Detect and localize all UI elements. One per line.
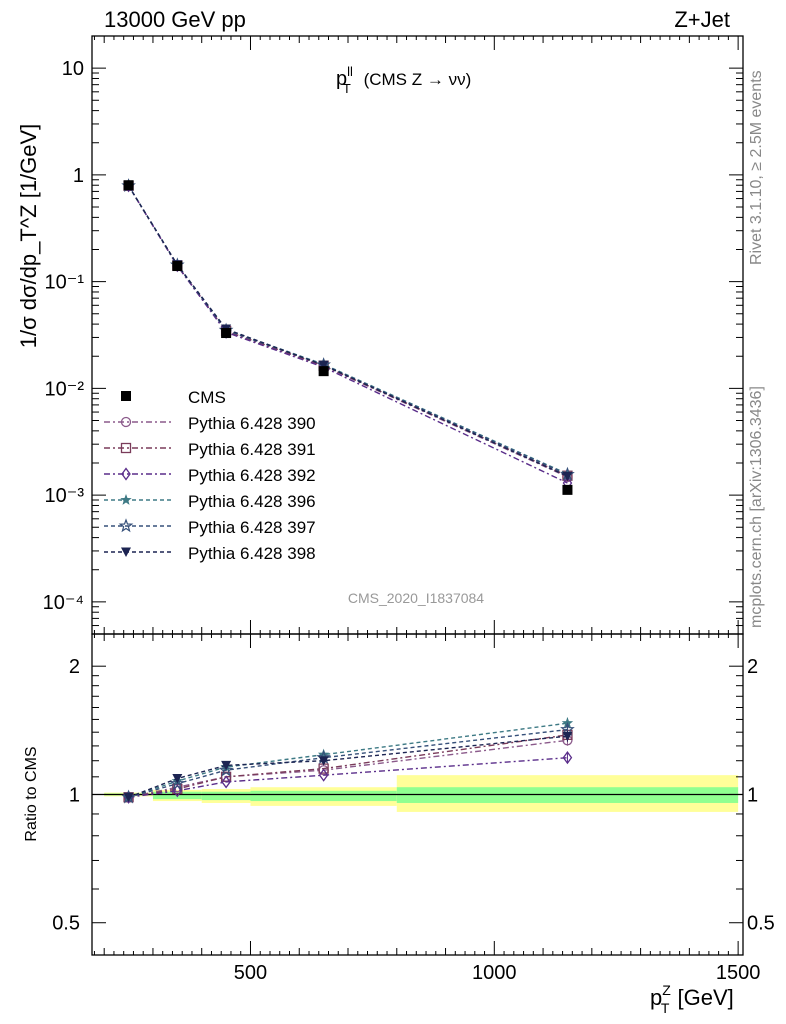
ratio-y-tick-label-right: 0.5: [747, 913, 775, 935]
data-point: [221, 328, 232, 339]
ratio-y-tick-label-right: 2: [747, 656, 758, 678]
mc-series: [121, 178, 575, 481]
mc-series: [123, 180, 573, 483]
ratio-point: [562, 751, 573, 765]
ratio-point: [123, 792, 134, 803]
side-text-bottom: mcplots.cern.ch [arXiv:1306.3436]: [748, 386, 765, 628]
watermark: CMS_2020_I1837084: [348, 590, 484, 606]
legend-marker: [120, 494, 132, 505]
y-axis-label: 1/σ dσ/dp_T^Z [1/GeV]: [16, 124, 41, 349]
data-point: [172, 261, 183, 272]
legend-label: CMS: [188, 388, 226, 407]
ratio-series: [123, 730, 573, 803]
ratio-series-line: [128, 757, 568, 798]
legend-label: Pythia 6.428 392: [188, 466, 316, 485]
mc-series: [122, 179, 574, 479]
legend-label: Pythia 6.428 391: [188, 440, 316, 459]
ratio-y-tick-label-right: 1: [747, 784, 758, 806]
legend-label: Pythia 6.428 397: [188, 518, 316, 537]
mc-series: [123, 180, 573, 481]
plot-title: pll T (CMS Z → νν): [336, 64, 471, 96]
ratio-series-line: [128, 722, 568, 798]
legend-label: Pythia 6.428 398: [188, 544, 316, 563]
ratio-y-axis-label: Ratio to CMS: [23, 746, 40, 841]
ratio-point: [218, 762, 234, 777]
x-tick-label: 1000: [472, 962, 517, 984]
data-point: [562, 484, 573, 495]
series-line: [128, 185, 568, 478]
ratio-y-tick-label: 0.5: [52, 913, 80, 935]
y-tick-label: 1: [73, 165, 84, 187]
y-tick-label: 10⁻³: [45, 485, 85, 507]
series-point: [562, 471, 573, 482]
side-text-top: Rivet 3.1.10, ≥ 2.5M events: [748, 70, 765, 265]
legend-marker: [121, 467, 131, 481]
header-left: 13000 GeV pp: [104, 7, 246, 32]
y-tick-label: 10⁻¹: [45, 272, 85, 294]
ratio-point: [318, 768, 329, 782]
ratio-y-tick-label: 1: [69, 784, 80, 806]
data-series: [123, 180, 573, 495]
y-tick-label: 10⁻⁴: [43, 592, 84, 614]
y-tick-label: 10⁻²: [45, 378, 85, 400]
series-point: [318, 360, 329, 371]
legend-marker: [120, 442, 132, 454]
ratio-point: [221, 760, 232, 771]
x-axis-label: pZ T [GeV]: [650, 982, 734, 1016]
legend-label: Pythia 6.428 390: [188, 414, 316, 433]
ratio-point: [221, 775, 231, 789]
header-right: Z+Jet: [674, 7, 730, 32]
ratio-y-tick-label: 2: [69, 656, 80, 678]
data-point: [318, 366, 329, 377]
legend-marker: [118, 518, 134, 533]
ratio-point: [169, 775, 185, 790]
series-line: [128, 185, 568, 484]
ratio-point: [318, 756, 329, 766]
mc-series: [123, 181, 573, 482]
data-point: [123, 180, 134, 191]
ratio-point: [562, 731, 573, 742]
ratio-point: [172, 774, 183, 784]
series-line: [128, 185, 568, 477]
legend-label: Pythia 6.428 396: [188, 492, 316, 511]
series-line: [128, 185, 568, 476]
legend-marker: [121, 391, 131, 401]
legend-marker: [121, 547, 131, 557]
ratio-point: [317, 748, 330, 760]
ratio-panel: 2 2 1 1 0.5 0.5 500 1000 1500 Ratio to CMS pZ T [Ge…: [23, 633, 775, 1016]
ratio-series-line: [128, 735, 568, 798]
x-tick-label: 500: [234, 962, 267, 984]
uncertainty-band-inner: [250, 790, 397, 802]
main-panel: 10 1 10⁻¹ 10⁻² 10⁻³ 10⁻⁴ 1/σ dσ/dp_T^Z [1/GeV]…: [16, 35, 744, 635]
legend-marker: [120, 416, 132, 428]
y-tick-label: 10: [62, 58, 84, 80]
legend: CMS Pythia 6.428 390 Pythia 6.428 391 Pythi…: [104, 388, 316, 563]
ratio-point: [172, 784, 183, 798]
x-tick-label: 1500: [716, 962, 761, 984]
uncertainty-band-inner: [201, 791, 251, 801]
